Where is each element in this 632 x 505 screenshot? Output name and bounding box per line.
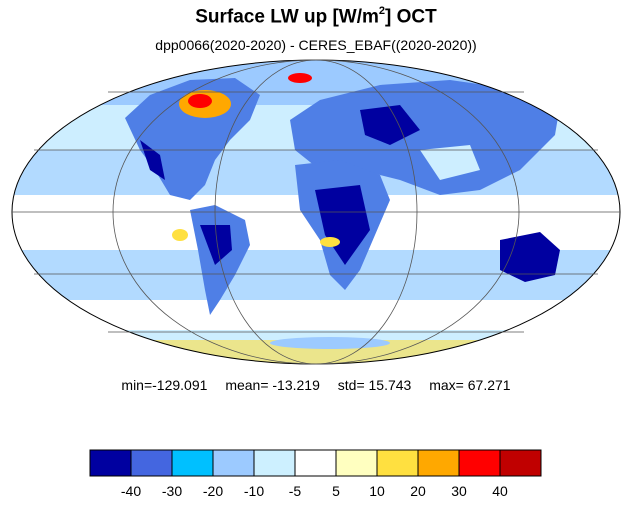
- africa-core: [315, 185, 370, 265]
- colorbar-tick-label: 40: [492, 483, 508, 499]
- stat-min: min=-129.091: [121, 377, 208, 393]
- graticule: [11, 59, 621, 365]
- svalbard: [288, 73, 312, 83]
- stat-max: max= 67.271: [429, 377, 511, 393]
- amazon: [200, 225, 232, 265]
- colorbar-box: [499, 449, 542, 477]
- colorbar-box: [417, 449, 460, 477]
- greenland-hot: [188, 94, 212, 108]
- australia: [500, 232, 560, 282]
- stat-std: std= 15.743: [337, 377, 412, 393]
- statistics-line: min=-129.091 mean= -13.219 std= 15.743 m…: [0, 377, 632, 393]
- colorbar-tick-label: -10: [244, 483, 264, 499]
- colorbar-tick-label: -5: [289, 483, 302, 499]
- title-tail: ] OCT: [385, 6, 437, 28]
- colorbar-box: [376, 449, 419, 477]
- antarctic-cool-patch: [270, 337, 390, 349]
- colorbar-box: [294, 449, 337, 477]
- colorbar-box: [89, 449, 132, 477]
- colorbar-box: [130, 449, 173, 477]
- colorbar-tick-label: 20: [410, 483, 426, 499]
- title-superscript: 2: [378, 5, 386, 17]
- colorbar-tick-label: -40: [121, 483, 141, 499]
- colorbar-box: [458, 449, 501, 477]
- plot-subtitle: dpp0066(2020-2020) - CERES_EBAF((2020-20…: [155, 37, 477, 53]
- tibet: [420, 145, 480, 180]
- warm-spot-atlantic: [320, 237, 340, 247]
- colorbar-tick-label: -20: [203, 483, 223, 499]
- colorbar-tick-label: 5: [332, 483, 340, 499]
- siberia-cold: [360, 105, 420, 145]
- colorbar-tick-label: 10: [369, 483, 385, 499]
- colorbar-tick-label: 30: [451, 483, 467, 499]
- stat-mean: mean= -13.219: [225, 377, 320, 393]
- colorbar-box: [253, 449, 296, 477]
- eurasia: [290, 80, 560, 195]
- plot-title: Surface LW up [W/m2] OCT: [0, 5, 632, 28]
- colorbar-box: [171, 449, 214, 477]
- colorbar-box: [335, 449, 378, 477]
- colorbar-tick-label: -30: [162, 483, 182, 499]
- colorbar-labels: -40 -30 -20 -10 -5 5 10 20 30 40: [121, 483, 508, 499]
- colorbar-boxes: [89, 449, 542, 477]
- colorbar-box: [212, 449, 255, 477]
- warm-spot-pacific: [172, 229, 188, 241]
- title-main: Surface LW up [W/m: [195, 6, 379, 28]
